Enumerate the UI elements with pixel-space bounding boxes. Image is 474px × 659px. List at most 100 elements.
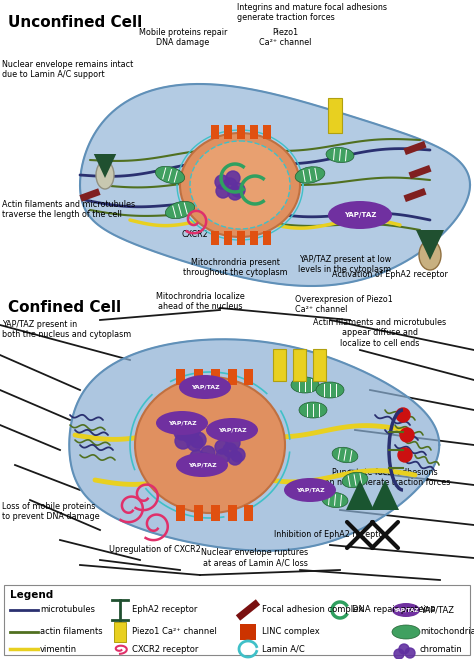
Text: YAP/TAZ: YAP/TAZ (420, 606, 454, 614)
Text: YAP/TAZ: YAP/TAZ (344, 212, 376, 218)
Text: actin filaments: actin filaments (40, 627, 103, 637)
Text: YAP/TAZ present in
both the nucleus and cytoplasm: YAP/TAZ present in both the nucleus and … (2, 320, 131, 339)
Text: CXCR2: CXCR2 (182, 230, 209, 239)
Circle shape (398, 448, 412, 462)
Text: CXCR2 receptor: CXCR2 receptor (132, 645, 199, 654)
Circle shape (399, 644, 409, 654)
Text: Confined Cell: Confined Cell (8, 300, 121, 315)
Bar (250, 125, 258, 139)
Ellipse shape (206, 418, 258, 442)
Circle shape (226, 171, 240, 185)
Ellipse shape (180, 133, 300, 237)
Text: YAP/TAZ: YAP/TAZ (191, 384, 219, 389)
Circle shape (198, 453, 212, 467)
Text: Unconfined Cell: Unconfined Cell (8, 15, 142, 30)
Bar (211, 231, 219, 245)
Text: Overexpresion of Piezo1
Ca²⁺ channel: Overexpresion of Piezo1 Ca²⁺ channel (295, 295, 393, 314)
Polygon shape (416, 230, 444, 260)
Text: chromatin: chromatin (420, 645, 463, 654)
Ellipse shape (392, 603, 420, 617)
Bar (228, 369, 237, 385)
Circle shape (175, 433, 191, 449)
Circle shape (182, 427, 198, 443)
Bar (176, 505, 185, 521)
Bar (263, 125, 271, 139)
Bar (224, 231, 232, 245)
Text: Actin filaments and microtubules
appear diffuse and
localize to cell ends: Actin filaments and microtubules appear … (313, 318, 447, 348)
Circle shape (201, 446, 215, 460)
Bar (313, 349, 327, 381)
Circle shape (216, 449, 230, 463)
Circle shape (231, 448, 245, 462)
Text: Nuclear envelope ruptures
at areas of Lamin A/C loss: Nuclear envelope ruptures at areas of La… (201, 548, 309, 567)
Text: EphA2 receptor: EphA2 receptor (132, 606, 197, 614)
Bar (224, 125, 232, 139)
Polygon shape (371, 480, 399, 510)
Circle shape (231, 183, 245, 197)
Ellipse shape (156, 411, 208, 435)
Circle shape (190, 432, 206, 448)
Circle shape (191, 459, 205, 473)
Bar (244, 505, 253, 521)
Bar (211, 505, 220, 521)
Bar (176, 369, 185, 385)
Text: Loss of mobile proteins
to prevent DNA damage: Loss of mobile proteins to prevent DNA d… (2, 502, 100, 521)
Circle shape (228, 451, 242, 465)
FancyBboxPatch shape (4, 585, 470, 655)
Circle shape (396, 408, 410, 422)
Text: Piezo1
Ca²⁺ channel: Piezo1 Ca²⁺ channel (259, 28, 311, 47)
Text: Actin filaments and microtubules
traverse the length of the cell: Actin filaments and microtubules travers… (2, 200, 135, 219)
Bar (228, 505, 237, 521)
Ellipse shape (419, 240, 441, 270)
Bar (293, 349, 307, 381)
Bar (244, 369, 253, 385)
Text: microtubules: microtubules (40, 606, 95, 614)
Text: LINC complex: LINC complex (262, 627, 320, 637)
Circle shape (216, 184, 230, 198)
Bar (273, 349, 286, 381)
Bar (240, 624, 256, 640)
Text: YAP/TAZ: YAP/TAZ (296, 488, 324, 492)
Circle shape (226, 436, 240, 450)
Circle shape (394, 649, 404, 659)
Circle shape (215, 440, 229, 454)
Text: Piezo1 Ca²⁺ channel: Piezo1 Ca²⁺ channel (132, 627, 217, 637)
Circle shape (223, 443, 237, 457)
Ellipse shape (295, 167, 325, 183)
Ellipse shape (326, 148, 354, 163)
Bar (211, 369, 220, 385)
Ellipse shape (96, 161, 114, 189)
Text: Legend: Legend (10, 590, 53, 600)
Bar (250, 231, 258, 245)
Text: Integrins and mature focal adhesions
generate traction forces: Integrins and mature focal adhesions gen… (237, 3, 387, 22)
Text: Activation of EphA2 receptor: Activation of EphA2 receptor (332, 270, 448, 279)
Text: YAP/TAZ: YAP/TAZ (393, 608, 419, 612)
Circle shape (174, 424, 190, 440)
Ellipse shape (392, 625, 420, 639)
Text: Upregulation of CXCR2: Upregulation of CXCR2 (109, 545, 201, 554)
Polygon shape (80, 84, 470, 286)
Polygon shape (346, 480, 374, 510)
Bar (194, 505, 203, 521)
Ellipse shape (155, 166, 185, 184)
Ellipse shape (316, 382, 344, 398)
Text: vimentin: vimentin (40, 645, 77, 654)
Circle shape (206, 458, 220, 472)
Ellipse shape (165, 202, 195, 219)
Polygon shape (69, 339, 439, 551)
Text: DNA repair proteins: DNA repair proteins (352, 606, 436, 614)
Ellipse shape (328, 201, 392, 229)
Bar (328, 98, 342, 132)
Bar (237, 125, 245, 139)
Ellipse shape (135, 377, 285, 513)
Text: Mitochrondria localize
ahead of the nucleus: Mitochrondria localize ahead of the nucl… (155, 292, 245, 312)
Circle shape (400, 428, 414, 442)
Circle shape (405, 648, 415, 658)
Text: Nuclear envelope remains intact
due to Lamin A/C support: Nuclear envelope remains intact due to L… (2, 60, 133, 79)
Text: YAP/TAZ present at low
levels in the cytoplasm: YAP/TAZ present at low levels in the cyt… (299, 255, 392, 274)
Text: Focal adhesion complex: Focal adhesion complex (262, 606, 363, 614)
Ellipse shape (291, 377, 319, 393)
Ellipse shape (342, 473, 368, 488)
Circle shape (223, 178, 237, 192)
Bar (114, 622, 126, 642)
